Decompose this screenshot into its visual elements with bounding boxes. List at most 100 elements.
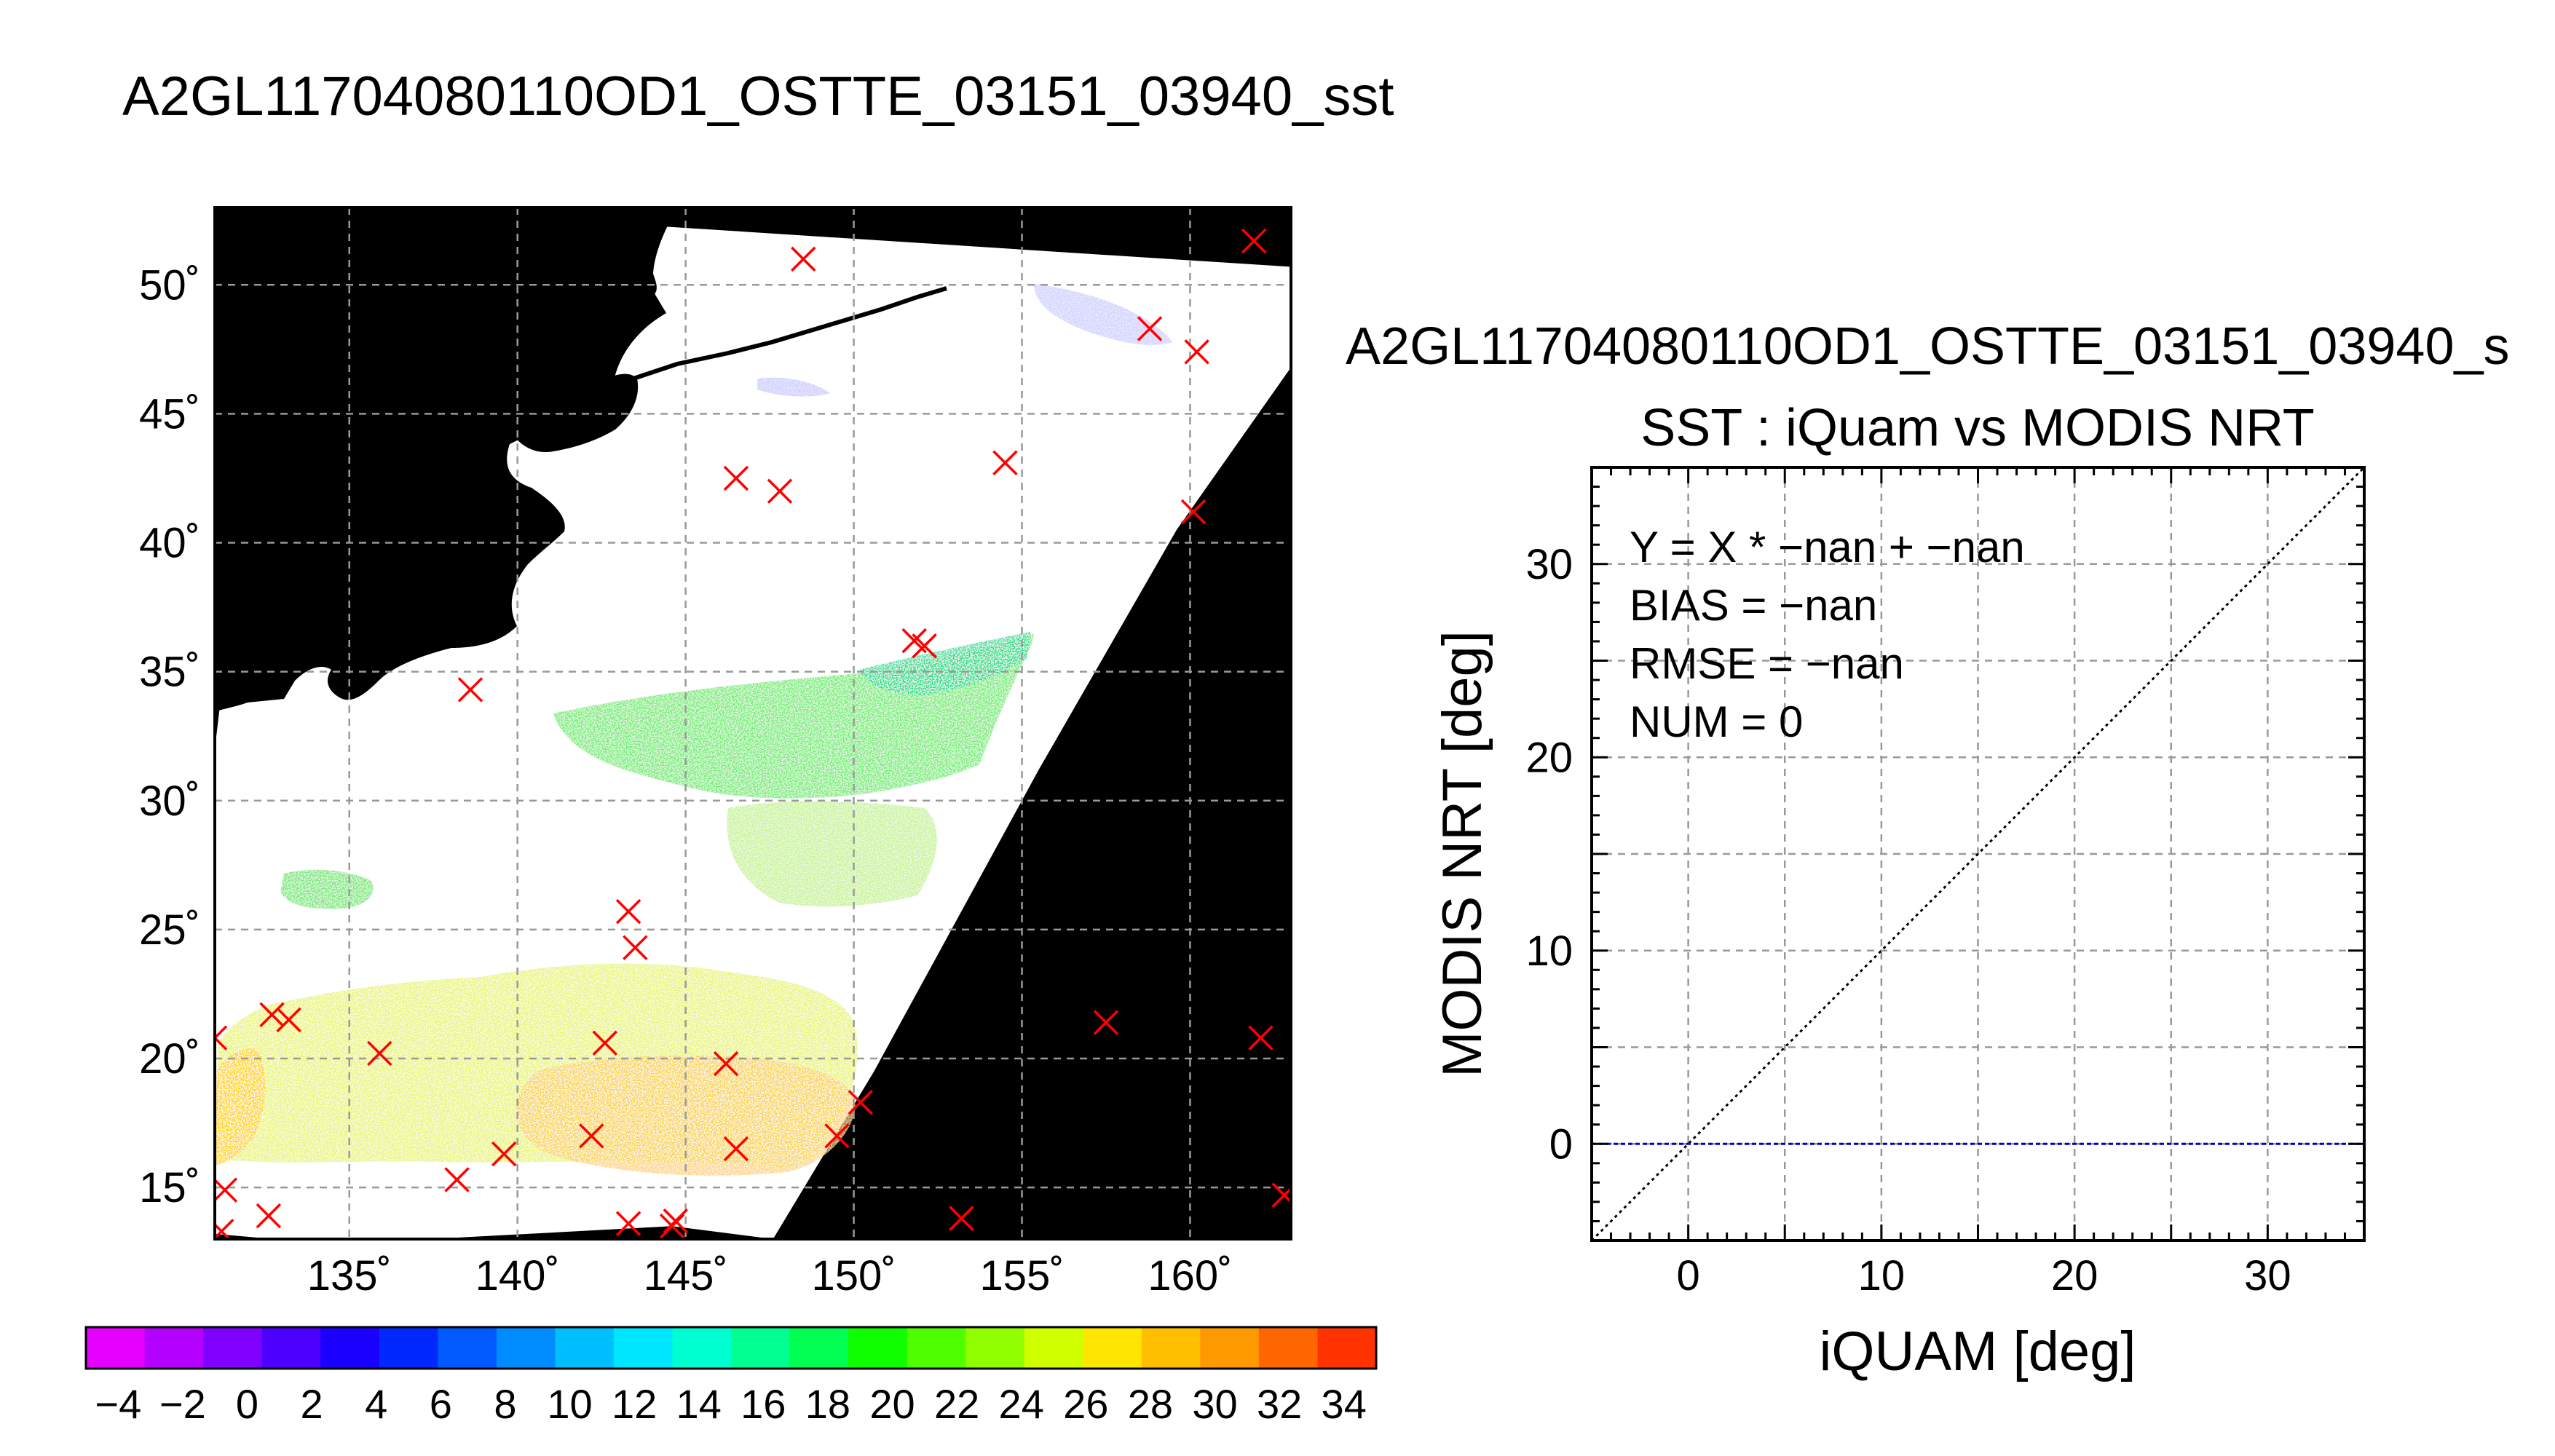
matchup-marker (723, 1136, 749, 1162)
matchup-marker (659, 1214, 685, 1239)
stats-bias: BIAS = −nan (1630, 581, 1877, 630)
colorbar-tick-label: 32 (1257, 1381, 1302, 1427)
colorbar-cell (496, 1327, 556, 1369)
colorbar: −4 −2 0 2 4 6 8 10 12 14 16 18 20 22 24 26 28 30 32 34 (84, 1326, 1378, 1427)
colorbar-cell (1024, 1327, 1083, 1369)
matchup-marker (791, 246, 816, 272)
scatter-x-tick-label: 20 (2051, 1252, 2098, 1299)
stats-block: Y = X * −nan + −nan BIAS = −nan RMSE = −… (1630, 523, 2025, 746)
scatter-y-tick-label: 20 (1525, 734, 1573, 781)
colorbar-cell (1083, 1327, 1142, 1369)
sst-region-mid-band (727, 801, 937, 907)
figure-title: A2GL11704080110OD1_OSTTE_03151_03940_sst (122, 66, 1394, 127)
map-lon-tick-label: 155˚ (979, 1252, 1064, 1299)
matchup-marker (1093, 1010, 1119, 1035)
colorbar-tick-label: 14 (676, 1381, 722, 1427)
colorbar-cell (848, 1327, 908, 1369)
scatter-y-tick-labels: 0 10 20 30 (1525, 541, 1573, 1168)
colorbar-tick-label: 16 (741, 1381, 786, 1427)
matchup-marker (579, 1123, 604, 1149)
map-grid (215, 207, 1291, 1239)
matchup-marker (444, 1167, 470, 1192)
colorbar-cell (379, 1327, 438, 1369)
matchup-marker (457, 677, 483, 703)
colorbar-cell (789, 1327, 849, 1369)
matchup-marker (623, 935, 648, 960)
stats-num: NUM = 0 (1630, 697, 1803, 746)
colorbar-cell (672, 1327, 732, 1369)
sst-region-north-cold-2 (757, 377, 830, 397)
matchup-marker (767, 478, 793, 504)
colorbar-cells (86, 1327, 1377, 1369)
colorbar-cell (203, 1327, 263, 1369)
scatter-frame (1590, 466, 2366, 1242)
map-lat-tick-label: 20˚ (139, 1035, 200, 1083)
matchup-marker (1271, 1182, 1291, 1208)
colorbar-tick-label: 10 (547, 1381, 592, 1427)
colorbar-tick-label: 34 (1322, 1381, 1367, 1427)
map-frame (213, 206, 1292, 1241)
map-lon-tick-label: 140˚ (475, 1252, 560, 1299)
matchup-marker (1184, 339, 1209, 365)
scatter-header: A2GL11704080110OD1_OSTTE_03151_03940_s (1346, 317, 2510, 376)
colorbar-tick-label: 18 (805, 1381, 850, 1427)
matchup-marker (592, 1030, 618, 1056)
sst-map-panel: 135˚ 140˚ 145˚ 150˚ 155˚ 160˚ 15˚ 20˚ 25˚ 30˚ 35˚… (139, 206, 1292, 1299)
kuril-islands (633, 286, 947, 381)
map-lat-tick-label: 15˚ (139, 1164, 200, 1211)
colorbar-cell (731, 1327, 791, 1369)
colorbar-cell (86, 1327, 146, 1369)
map-lon-tick-labels: 135˚ 140˚ 145˚ 150˚ 155˚ 160˚ (307, 1252, 1233, 1299)
map-lat-tick-label: 30˚ (139, 778, 200, 825)
scatter-x-tick-label: 30 (2244, 1252, 2291, 1299)
map-lon-tick-label: 135˚ (307, 1252, 392, 1299)
colorbar-tick-label: 8 (494, 1381, 516, 1427)
colorbar-cell (907, 1327, 966, 1369)
matchup-marker (713, 1051, 739, 1077)
matchup-marker (723, 465, 749, 491)
sst-retrievals (215, 284, 1172, 1176)
scatter-xlabel: iQUAM [deg] (1819, 1321, 2136, 1382)
matchup-marker (1137, 316, 1163, 341)
matchup-marker (491, 1141, 517, 1167)
scatter-y-tick-label: 30 (1525, 541, 1573, 588)
colorbar-tick-label: 12 (612, 1381, 657, 1427)
colorbar-tick-label: 26 (1063, 1381, 1108, 1427)
colorbar-cell (1141, 1327, 1201, 1369)
matchup-marker (848, 1090, 874, 1115)
scatter-x-tick-label: 0 (1676, 1252, 1699, 1299)
scatter-panel: A2GL11704080110OD1_OSTTE_03151_03940_s S… (1346, 317, 2510, 1382)
colorbar-cell (555, 1327, 615, 1369)
matchup-markers (215, 228, 1291, 1239)
scatter-grid (1592, 467, 2364, 1241)
colorbar-tick-label: −4 (95, 1381, 141, 1427)
identity-line (1592, 467, 2364, 1241)
matchup-marker (1241, 228, 1267, 254)
map-lat-tick-label: 40˚ (139, 520, 200, 567)
scatter-y-tick-label: 10 (1525, 927, 1573, 975)
colorbar-cell (438, 1327, 497, 1369)
colorbar-tick-label: 30 (1192, 1381, 1237, 1427)
matchup-marker (215, 1025, 228, 1051)
scatter-x-tick-label: 10 (1858, 1252, 1906, 1299)
scatter-y-tick-label: 0 (1549, 1120, 1573, 1168)
map-lat-tick-label: 50˚ (139, 261, 200, 309)
colorbar-tick-label: 4 (365, 1381, 387, 1427)
matchup-marker (824, 1123, 850, 1149)
colorbar-cell (1317, 1327, 1377, 1369)
colorbar-cell (1200, 1327, 1260, 1369)
matchup-marker (949, 1206, 974, 1231)
matchup-marker (1180, 499, 1207, 525)
map-lat-tick-label: 25˚ (139, 906, 200, 954)
map-lon-tick-label: 145˚ (644, 1252, 728, 1299)
map-lat-tick-labels: 15˚ 20˚ 25˚ 30˚ 35˚ 40˚ 45˚ 50˚ (139, 261, 200, 1211)
colorbar-tick-label: 20 (869, 1381, 915, 1427)
scatter-title: SST : iQuam vs MODIS NRT (1640, 399, 2315, 457)
colorbar-cell (320, 1327, 380, 1369)
matchup-marker (276, 1007, 301, 1033)
matchup-marker (615, 898, 641, 925)
colorbar-cell (144, 1327, 204, 1369)
colorbar-tick-label: 24 (999, 1381, 1044, 1427)
colorbar-cell (613, 1327, 674, 1369)
